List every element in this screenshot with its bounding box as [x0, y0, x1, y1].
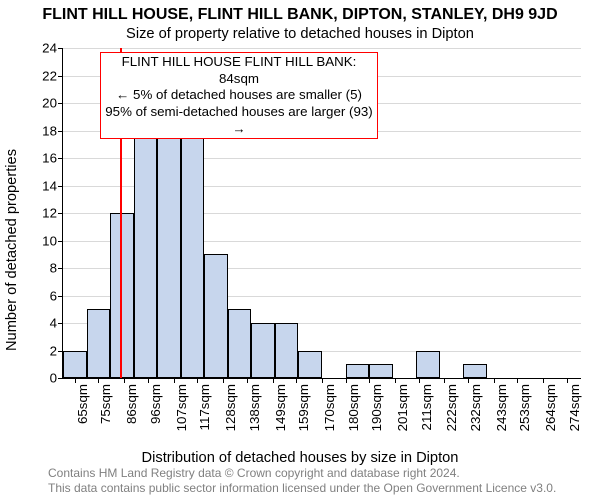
attribution-line1: Contains HM Land Registry data © Crown c… — [48, 466, 588, 481]
x-tick-label: 243sqm — [494, 384, 509, 431]
x-tick — [273, 378, 274, 383]
x-tick — [223, 378, 224, 383]
y-tick-label: 6 — [50, 288, 57, 303]
y-tick-label: 16 — [42, 151, 57, 166]
x-tick — [494, 378, 495, 383]
y-tick-label: 22 — [42, 68, 57, 83]
y-tick-label: 2 — [50, 343, 57, 358]
x-tick — [567, 378, 568, 383]
histogram-bar — [63, 351, 87, 379]
y-tick — [58, 158, 63, 159]
histogram-bar — [416, 351, 440, 379]
y-tick-label: 10 — [42, 233, 57, 248]
y-tick-label: 4 — [50, 316, 57, 331]
x-tick — [346, 378, 347, 383]
x-tick-label: 149sqm — [273, 384, 288, 431]
histogram-bar — [369, 364, 393, 378]
x-tick — [124, 378, 125, 383]
x-tick-label: 128sqm — [223, 384, 238, 431]
annotation-line: ← 5% of detached houses are smaller (5) — [104, 87, 374, 104]
y-tick — [58, 103, 63, 104]
histogram-bar — [87, 309, 111, 378]
y-tick — [58, 378, 63, 379]
property-size-histogram: FLINT HILL HOUSE, FLINT HILL BANK, DIPTO… — [0, 0, 600, 500]
y-tick — [58, 186, 63, 187]
x-tick — [419, 378, 420, 383]
x-axis-label: Distribution of detached houses by size … — [0, 450, 600, 466]
y-tick — [58, 241, 63, 242]
x-tick — [197, 378, 198, 383]
x-tick-label: 274sqm — [567, 384, 582, 431]
y-tick — [58, 323, 63, 324]
x-tick-label: 222sqm — [444, 384, 459, 431]
x-tick-label: 75sqm — [98, 384, 113, 424]
y-tick-label: 24 — [42, 41, 57, 56]
chart-title-line2: Size of property relative to detached ho… — [0, 26, 600, 42]
histogram-bar — [346, 364, 370, 378]
annotation-box: FLINT HILL HOUSE FLINT HILL BANK: 84sqm←… — [100, 52, 378, 139]
x-tick-label: 232sqm — [468, 384, 483, 431]
x-tick — [444, 378, 445, 383]
chart-title-line1: FLINT HILL HOUSE, FLINT HILL BANK, DIPTO… — [0, 6, 600, 24]
x-tick — [148, 378, 149, 383]
y-tick — [58, 296, 63, 297]
y-tick — [58, 76, 63, 77]
x-tick — [75, 378, 76, 383]
gridline — [63, 48, 581, 49]
x-tick-label: 264sqm — [543, 384, 558, 431]
y-tick-label: 0 — [50, 371, 57, 386]
y-tick-label: 14 — [42, 178, 57, 193]
x-tick-label: 138sqm — [247, 384, 262, 431]
x-tick-label: 253sqm — [517, 384, 532, 431]
x-tick-label: 180sqm — [346, 384, 361, 431]
annotation-line: FLINT HILL HOUSE FLINT HILL BANK: 84sqm — [104, 54, 374, 87]
x-tick — [517, 378, 518, 383]
y-tick — [58, 213, 63, 214]
x-tick-label: 190sqm — [369, 384, 384, 431]
histogram-bar — [275, 323, 299, 378]
x-tick-label: 201sqm — [395, 384, 410, 431]
x-tick — [369, 378, 370, 383]
x-tick-label: 159sqm — [296, 384, 311, 431]
x-tick-label: 117sqm — [197, 384, 212, 430]
x-tick — [296, 378, 297, 383]
y-tick — [58, 268, 63, 269]
y-tick-label: 18 — [42, 123, 57, 138]
y-tick — [58, 48, 63, 49]
y-tick — [58, 131, 63, 132]
x-tick-label: 170sqm — [322, 384, 337, 431]
y-tick-label: 8 — [50, 261, 57, 276]
x-tick — [98, 378, 99, 383]
histogram-bar — [298, 351, 322, 379]
x-tick-label: 86sqm — [124, 384, 139, 424]
x-tick-label: 107sqm — [174, 384, 189, 431]
y-tick-label: 20 — [42, 96, 57, 111]
y-axis-label: Number of detached properties — [4, 0, 20, 500]
x-tick-label: 96sqm — [148, 384, 163, 424]
attribution-text: Contains HM Land Registry data © Crown c… — [48, 466, 588, 496]
histogram-bar — [463, 364, 487, 378]
x-tick — [322, 378, 323, 383]
x-tick — [247, 378, 248, 383]
x-tick — [174, 378, 175, 383]
histogram-bar — [251, 323, 275, 378]
histogram-bar — [204, 254, 228, 378]
x-tick — [543, 378, 544, 383]
annotation-line: 95% of semi-detached houses are larger (… — [104, 104, 374, 137]
attribution-line2: This data contains public sector informa… — [48, 481, 588, 496]
x-tick-label: 65sqm — [75, 384, 90, 424]
x-tick — [395, 378, 396, 383]
x-tick — [468, 378, 469, 383]
histogram-bar — [134, 103, 158, 378]
histogram-bar — [228, 309, 252, 378]
histogram-bar — [110, 213, 134, 378]
x-tick-label: 211sqm — [419, 384, 434, 430]
histogram-bar — [181, 117, 205, 378]
y-tick-label: 12 — [42, 206, 57, 221]
